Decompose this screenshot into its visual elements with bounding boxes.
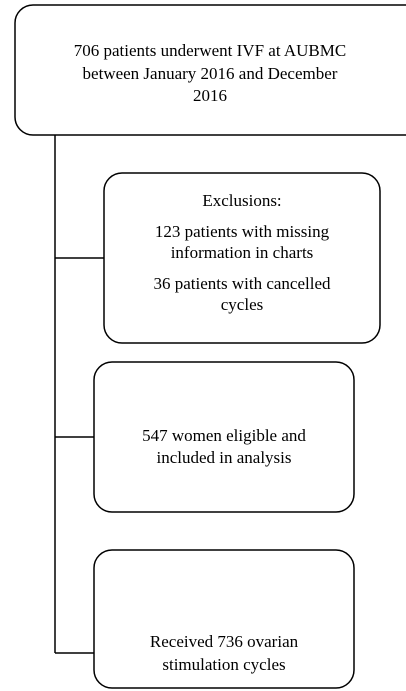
node-text: Received 736 ovarian (150, 632, 299, 651)
node-text: 123 patients with missing (155, 222, 330, 241)
node-text: stimulation cycles (162, 655, 285, 674)
box-top (14, 4, 406, 136)
node-text: Exclusions: (202, 191, 281, 210)
box-eligible (93, 361, 355, 513)
box-exclusions (103, 172, 381, 344)
node-text: 36 patients with cancelled (153, 274, 331, 293)
node-text: included in analysis (156, 448, 291, 467)
node-text: 706 patients underwent IVF at AUBMC (74, 41, 346, 60)
node-text: cycles (221, 295, 263, 314)
node-text: 2016 (193, 86, 227, 105)
box-cycles (93, 549, 355, 689)
node-text: between January 2016 and December (83, 64, 338, 83)
node-text: information in charts (171, 243, 314, 262)
node-text: 547 women eligible and (142, 426, 306, 445)
